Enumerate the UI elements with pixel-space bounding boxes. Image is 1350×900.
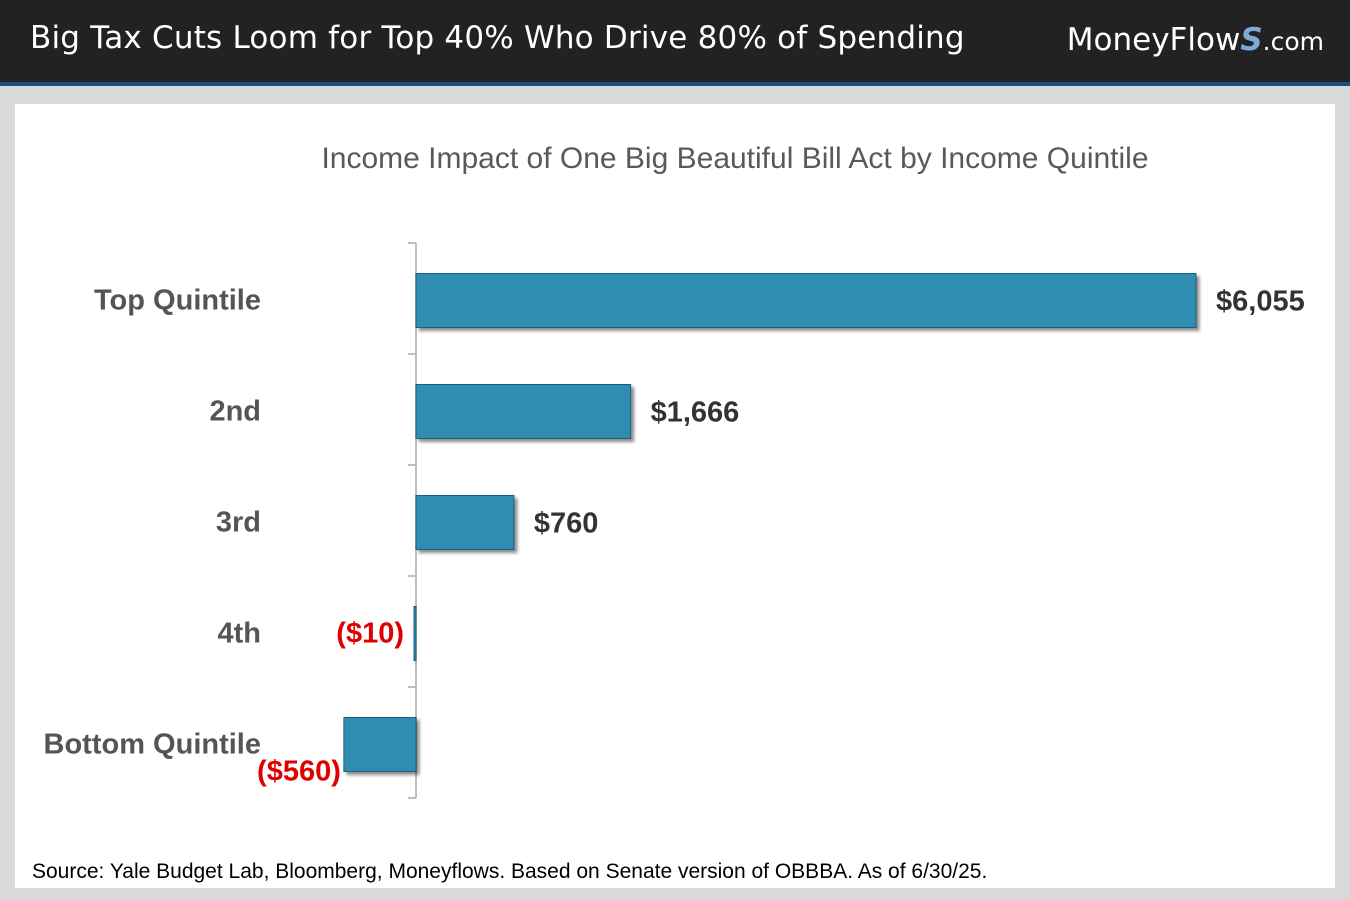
data-label-4th: ($10) (336, 618, 404, 650)
source-note: Source: Yale Budget Lab, Bloomberg, Mone… (32, 860, 988, 883)
category-label-2nd: 2nd (209, 396, 261, 428)
data-label-2nd: $1,666 (651, 397, 740, 429)
brand-s-glyph: S (1240, 22, 1263, 58)
category-label-bottom-quintile: Bottom Quintile (44, 729, 261, 761)
data-label-bottom-quintile: ($560) (257, 756, 341, 788)
brand-logo[interactable]: MoneyFlowS.com (1067, 22, 1324, 58)
category-label-4th: 4th (218, 618, 262, 650)
chart-card (15, 104, 1335, 888)
page-title: Big Tax Cuts Loom for Top 40% Who Drive … (30, 20, 965, 56)
data-label-3rd: $760 (534, 508, 599, 540)
header-bar: Big Tax Cuts Loom for Top 40% Who Drive … (0, 0, 1350, 86)
brand-suffix: .com (1262, 27, 1324, 56)
brand-prefix: MoneyFlow (1066, 22, 1241, 58)
chart-title: Income Impact of One Big Beautiful Bill … (321, 142, 1148, 175)
bar-4th (413, 606, 417, 661)
category-label-3rd: 3rd (216, 507, 261, 539)
bar-top-quintile (415, 273, 1197, 328)
bar-bottom-quintile (343, 717, 417, 772)
bar-3rd (415, 495, 515, 550)
data-label-top-quintile: $6,055 (1216, 286, 1305, 318)
bar-2nd (415, 384, 632, 439)
category-label-top-quintile: Top Quintile (94, 285, 261, 317)
